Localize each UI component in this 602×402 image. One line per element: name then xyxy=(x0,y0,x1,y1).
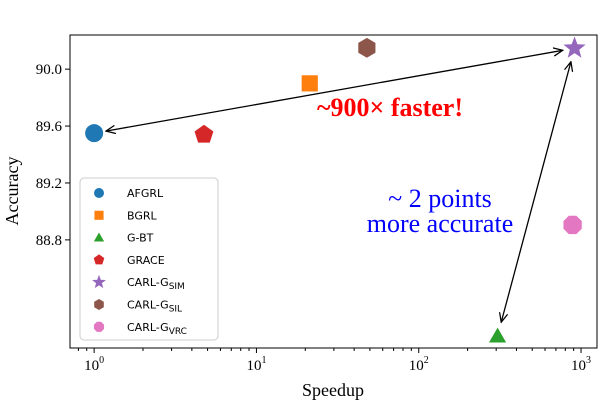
x-tick-exponent: 3 xyxy=(586,355,591,366)
legend-name: CARL-G xyxy=(127,299,169,312)
marker xyxy=(93,232,105,242)
x-tick-exponent: 2 xyxy=(424,355,429,366)
legend-label: CARL-GSIL xyxy=(127,299,182,315)
x-axis-label: Speedup xyxy=(302,380,364,400)
legend-name: CARL-G xyxy=(127,276,169,289)
x-tick-label: 101 xyxy=(246,355,266,374)
legend-label: BGRL xyxy=(127,209,158,222)
x-tick-base: 10 xyxy=(246,358,261,374)
x-tick-label: 100 xyxy=(84,355,104,374)
x-tick-base: 10 xyxy=(409,358,424,374)
legend-box xyxy=(79,177,219,341)
marker xyxy=(489,327,507,343)
legend-name: BGRL xyxy=(127,209,158,222)
x-tick-exponent: 0 xyxy=(99,355,104,366)
legend-name: GRACE xyxy=(127,254,165,267)
y-tick-label: 90.0 xyxy=(36,62,62,78)
legend-label: GRACE xyxy=(127,254,165,267)
legend-name: G-BT xyxy=(127,232,154,245)
legend-name: CARL-G xyxy=(127,321,169,334)
marker xyxy=(92,274,106,289)
arrow xyxy=(106,50,563,131)
y-tick-label: 88.8 xyxy=(36,233,62,249)
x-tick-base: 10 xyxy=(84,358,99,374)
legend-subscript: VRC xyxy=(169,327,187,337)
x-tick-base: 10 xyxy=(571,358,586,374)
annotation: ~ 2 points xyxy=(388,184,492,213)
marker xyxy=(93,254,105,265)
marker xyxy=(301,75,318,92)
marker xyxy=(85,124,104,143)
marker xyxy=(358,37,376,58)
legend-name: AFGRL xyxy=(127,187,164,200)
legend-subscript: SIL xyxy=(169,305,182,315)
y-axis-label: Accuracy xyxy=(2,157,22,226)
y-tick-label: 89.2 xyxy=(36,176,62,192)
x-tick-exponent: 1 xyxy=(261,355,266,366)
marker xyxy=(93,321,105,332)
legend-subscript: SIM xyxy=(169,282,185,292)
annotation: more accurate xyxy=(367,209,514,238)
legend-label: AFGRL xyxy=(127,187,164,200)
legend-label: CARL-GSIM xyxy=(127,276,185,292)
marker xyxy=(94,298,104,311)
legend-label: G-BT xyxy=(127,232,154,245)
y-tick-label: 89.6 xyxy=(36,119,63,135)
arrow xyxy=(501,62,571,322)
x-tick-label: 102 xyxy=(409,355,429,374)
legend-label: CARL-GVRC xyxy=(127,321,187,337)
marker xyxy=(563,215,582,235)
marker xyxy=(94,188,104,198)
annotation: ~900× faster! xyxy=(317,93,463,122)
x-tick-label: 103 xyxy=(571,355,591,374)
marker xyxy=(563,36,586,58)
marker xyxy=(194,124,214,143)
legend: AFGRLBGRLG-BTGRACECARL-GSIMCARL-GSILCARL… xyxy=(79,177,219,341)
marker xyxy=(94,210,104,220)
